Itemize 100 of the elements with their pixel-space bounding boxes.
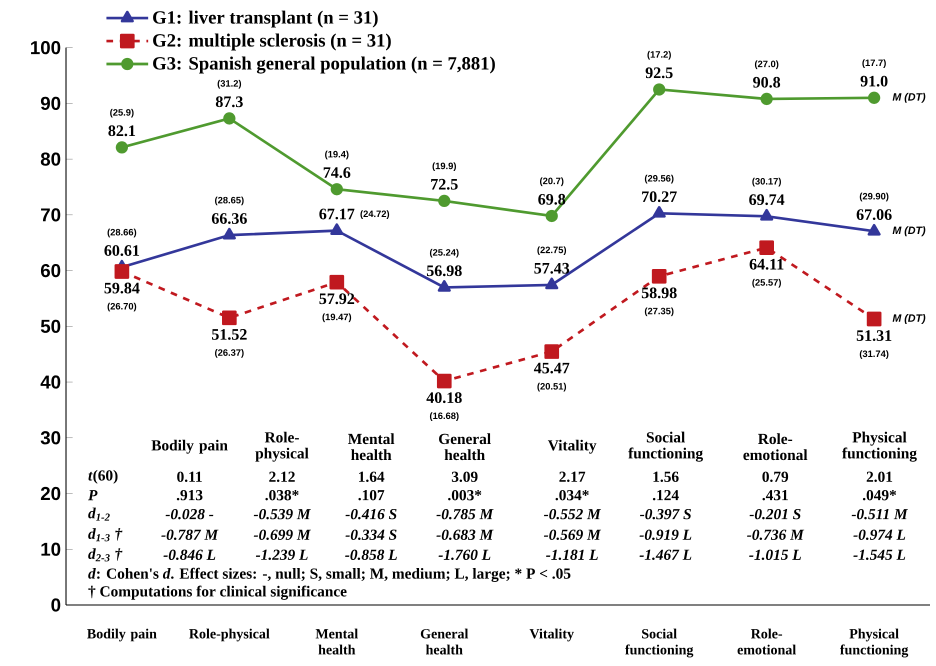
y-tick-label: 60 xyxy=(40,264,60,278)
data-label: 51.52 xyxy=(212,329,247,340)
annotation: d$_{1-2}$ xyxy=(88,508,110,521)
annotation: (29.90) xyxy=(860,192,888,202)
annotation: † Computations for clinical significance xyxy=(88,586,347,600)
annotation: (26.70) xyxy=(108,302,136,312)
y-tick-label: 70 xyxy=(41,208,60,222)
annotation: -0.416 S xyxy=(346,508,397,520)
annotation: (28.65) xyxy=(215,196,244,206)
annotation: -0.683 M xyxy=(436,530,494,540)
annotation: (29.56) xyxy=(644,174,674,184)
annotation: (28.66) xyxy=(108,228,136,238)
point xyxy=(222,228,236,240)
annotation: -1.467 L xyxy=(640,550,692,560)
point xyxy=(546,210,558,222)
annotation: (20.51) xyxy=(537,382,566,392)
annotation: 0.79 xyxy=(762,472,788,482)
point xyxy=(438,280,451,292)
data-label: 51.31 xyxy=(856,330,892,342)
x-tick-label: Role-physical xyxy=(189,628,270,642)
category-label: Bodily pain xyxy=(151,440,228,454)
x-tick-label: Social functioning xyxy=(625,628,694,658)
annotation: .107 xyxy=(358,490,384,500)
annotation: -0.787 M xyxy=(161,530,219,540)
point xyxy=(114,264,130,279)
annotation: -1.760 L xyxy=(438,550,490,560)
annotation: d$_{1-3}$ † xyxy=(88,528,122,542)
point xyxy=(866,312,882,326)
annotation: -0.785 M xyxy=(436,508,494,520)
x-tick-label: Role-emotional xyxy=(738,628,796,654)
annotation: (27.35) xyxy=(644,307,674,316)
data-label: 45.47 xyxy=(534,362,570,374)
annotation: (17.7) xyxy=(862,59,886,68)
annotation: 1.64 xyxy=(359,472,384,482)
point xyxy=(330,183,343,196)
x-tick-label: Mental health xyxy=(316,628,358,654)
annotation: .124 xyxy=(652,490,679,500)
annotation: -0.397 S xyxy=(640,508,691,520)
annotation: -1.239 L xyxy=(256,550,308,560)
data-label: 90.8 xyxy=(753,76,780,88)
data-label: 60.61 xyxy=(104,245,140,256)
category-label: General health xyxy=(439,433,491,460)
annotation: 3.09 xyxy=(452,472,478,482)
annotation: (16.68) xyxy=(430,412,459,421)
point xyxy=(760,92,773,106)
annotation: -0.569 M xyxy=(544,530,602,540)
data-label: 57.92 xyxy=(319,293,354,304)
legend-label: G3: Spanish general population (n = 7,881) xyxy=(153,56,495,74)
annotation: (26.37) xyxy=(215,349,244,358)
annotation: (27.0) xyxy=(754,60,778,70)
category-label: Role-emotional xyxy=(743,433,808,460)
annotation: (19.9) xyxy=(432,162,456,172)
annotation: M (DT) xyxy=(892,314,926,324)
data-label: 72.5 xyxy=(431,178,458,190)
annotation: -0.028 - xyxy=(166,508,214,520)
annotation: -0.846 L xyxy=(164,550,216,560)
point xyxy=(760,208,774,221)
annotation: (25.57) xyxy=(752,278,781,288)
annotation: M (DT) xyxy=(892,92,926,103)
category-label: Role-physical xyxy=(255,432,309,462)
annotation: -0.974 L xyxy=(853,530,906,540)
point xyxy=(545,278,558,290)
annotation: -0.334 S xyxy=(346,530,397,540)
y-tick-label: 80 xyxy=(40,152,60,166)
annotation: -0.511 M xyxy=(852,508,908,520)
point xyxy=(116,141,128,154)
data-label: 69.8 xyxy=(538,194,566,205)
annotation: -0.552 M xyxy=(544,508,602,520)
y-tick-label: 90 xyxy=(40,96,60,110)
annotation: (25.24) xyxy=(430,248,459,258)
annotation: (19.47) xyxy=(322,313,352,322)
point xyxy=(436,374,452,388)
annotation: d$_{2-3}$ † xyxy=(88,548,122,562)
point xyxy=(868,224,881,236)
y-tick-label: 10 xyxy=(41,542,60,556)
annotation: 0.11 xyxy=(177,472,202,482)
data-label: 67.06 xyxy=(856,209,892,220)
annotation: 2.17 xyxy=(559,472,586,482)
category-label: Social functioning xyxy=(628,432,703,462)
data-label: 91.0 xyxy=(860,76,888,87)
annotation: M (DT) xyxy=(892,226,926,236)
category-label: Mental health xyxy=(348,433,394,460)
category-label: Physical functioning xyxy=(842,432,917,462)
point xyxy=(759,240,774,256)
annotation: .431 xyxy=(762,490,788,500)
annotation: (17.2) xyxy=(647,50,671,60)
annotation: -0.858 L xyxy=(345,550,397,560)
annotation: -0.736 M xyxy=(747,530,804,540)
point xyxy=(222,310,237,326)
data-label: 57.43 xyxy=(534,262,570,274)
annotation: -1.181 L xyxy=(546,550,598,560)
x-tick-label: Physical functioning xyxy=(840,628,908,658)
annotation: (31.74) xyxy=(860,350,888,359)
point xyxy=(438,194,450,208)
point xyxy=(330,223,344,235)
annotation: 1.56 xyxy=(653,472,679,482)
data-label: 87.3 xyxy=(216,96,243,108)
data-label: 67.17 xyxy=(319,208,354,220)
annotation: (24.72) xyxy=(360,210,390,219)
annotation: (19.4) xyxy=(325,150,349,160)
